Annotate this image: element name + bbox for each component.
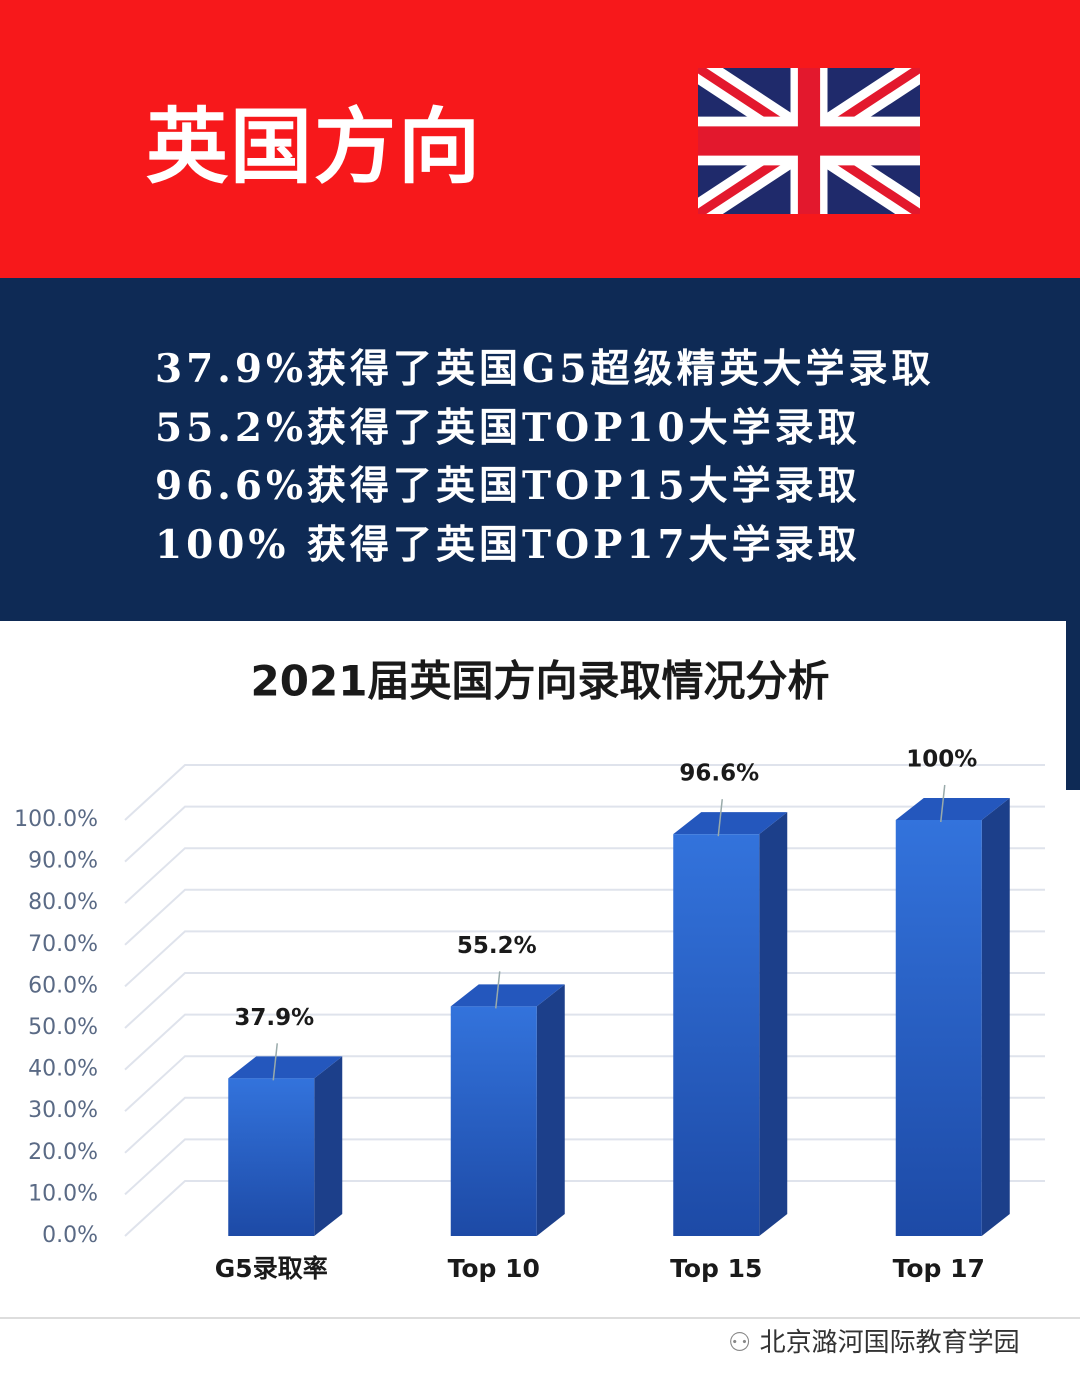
y-tick-label: 80.0%: [28, 890, 98, 915]
y-tick-label: 0.0%: [42, 1223, 98, 1248]
bar: [895, 798, 1010, 1236]
bar-side: [759, 812, 788, 1236]
bar-top: [895, 798, 1010, 820]
bar-front: [673, 834, 760, 1236]
value-label: 55.2%: [457, 933, 537, 959]
x-tick-label: Top 15: [670, 1254, 762, 1283]
bar-top: [673, 812, 788, 835]
summary-band: [0, 278, 1080, 621]
chart-title: 2021届英国方向录取情况分析: [251, 657, 830, 706]
y-tick-label: 50.0%: [28, 1015, 98, 1040]
y-tick-label: 20.0%: [28, 1140, 98, 1165]
value-label: 100%: [906, 747, 977, 773]
bar: [673, 812, 788, 1236]
edge-strip: [1066, 620, 1080, 790]
highlight: 100% 获得了英国TOP17大学录取: [155, 521, 861, 568]
leader-line: [495, 971, 501, 1009]
bar-side: [314, 1056, 343, 1236]
x-tick-label: Top 17: [893, 1254, 985, 1283]
leader-line: [940, 784, 946, 823]
x-tick-label: G5录取率: [215, 1254, 328, 1283]
watermark-text: 北京潞河国际教育学园: [759, 1328, 1020, 1358]
highlight-list: 37.9%获得了英国G5超级精英大学录取 55.2%获得了英国TOP10大学录取…: [155, 340, 935, 574]
bar-top: [450, 984, 565, 1007]
uk-flag: [698, 68, 920, 214]
bar-front: [450, 1006, 537, 1236]
value-label: 96.6%: [679, 761, 759, 787]
bar-side: [981, 798, 1010, 1236]
bar: [228, 1056, 343, 1236]
bar-side: [536, 984, 565, 1236]
y-tick-label: 90.0%: [28, 849, 98, 874]
highlight: 37.9%获得了英国G5超级精英大学录取: [155, 346, 935, 392]
y-tick-label: 100.0%: [14, 807, 98, 832]
bar-front: [895, 820, 982, 1236]
watermark: ⚇ 北京潞河国际教育学园: [728, 1322, 1020, 1359]
grid-line: [124, 805, 1045, 863]
value-label: 37.9%: [234, 1005, 314, 1031]
x-tick-label: Top 10: [448, 1254, 540, 1283]
y-tick-label: 10.0%: [28, 1181, 98, 1206]
leader-line: [717, 799, 723, 837]
chart: 2021届英国方向录取情况分析 0.0% 10.0% 20.0% 30.0% 40.0%…: [0, 620, 1080, 1319]
y-tick-label: 30.0%: [28, 1098, 98, 1123]
wechat-icon: ⚇: [728, 1328, 760, 1358]
bar-front: [228, 1078, 315, 1236]
leader-line: [272, 1043, 278, 1081]
highlight: 55.2%获得了英国TOP10大学录取: [155, 404, 861, 451]
y-tick-label: 60.0%: [28, 973, 98, 998]
header-title: 英国方向: [146, 99, 483, 195]
grid-line: [124, 764, 1045, 821]
bar: [450, 984, 565, 1236]
y-tick-label: 40.0%: [28, 1057, 98, 1082]
y-tick-label: 70.0%: [28, 932, 98, 957]
bar-top: [228, 1056, 343, 1079]
highlight: 96.6%获得了英国TOP15大学录取: [155, 463, 861, 509]
